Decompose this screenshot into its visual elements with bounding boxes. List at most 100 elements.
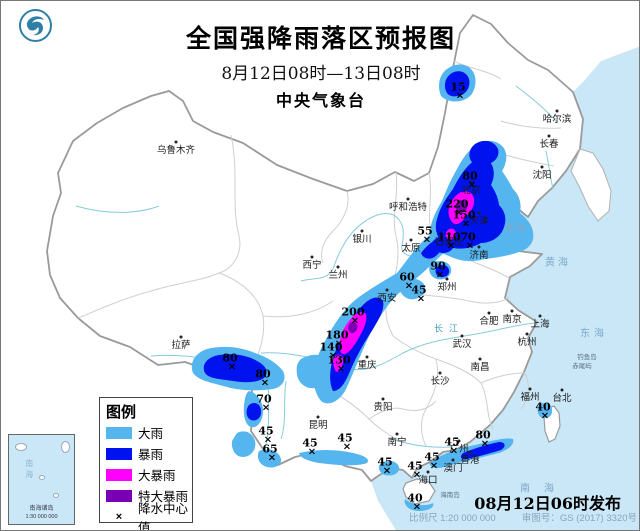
cma-logo	[19, 9, 52, 42]
rain-center-marker-icon: ×	[404, 280, 414, 292]
city-dot	[457, 439, 461, 443]
city-dot	[445, 277, 449, 281]
city-dot	[510, 309, 514, 313]
city-label: 海口	[418, 475, 438, 486]
city-dot	[528, 387, 532, 391]
city-label: 银川	[352, 234, 372, 245]
city-dot	[447, 232, 451, 236]
map-approval-number: 审图号：GS (2017) 3320号	[521, 513, 637, 524]
city-label: 南京	[502, 314, 522, 325]
rain-center-value: 45	[407, 459, 423, 473]
city-label: 天津	[469, 216, 489, 227]
city-label: 长沙	[430, 376, 450, 387]
legend-item-marker: × 降水中心值	[106, 502, 192, 531]
legend-item: 大暴雨	[106, 464, 192, 485]
agency-name: 中央气象台	[275, 93, 366, 110]
legend-swatch	[106, 468, 132, 481]
publish-time: 08月12日06时发布	[474, 494, 621, 513]
city-dot	[477, 245, 481, 249]
rain-center-value: 40	[407, 491, 423, 505]
rain-center-marker-icon: ×	[540, 410, 550, 422]
rain-center-marker-icon: ×	[416, 293, 426, 305]
precip-center-marker-icon: ×	[115, 510, 123, 523]
forecast-period: 8月12日08时—13日08时	[221, 64, 421, 84]
rain-center-value: 80	[255, 367, 271, 381]
rain-center-value: 200	[341, 305, 365, 319]
city-label: 呼和浩特	[388, 202, 428, 213]
city-dot	[438, 371, 442, 375]
rain-center-value: 130	[327, 353, 351, 367]
legend-items: 大雨 暴雨 大暴雨 特大暴雨	[106, 422, 192, 506]
rain-center-marker-icon: ×	[449, 445, 459, 457]
sea-label: 黄海	[545, 257, 571, 269]
legend-item-label: 特大暴雨	[138, 490, 189, 504]
city-dot	[525, 332, 529, 336]
inset-island	[15, 443, 27, 451]
city-dot	[487, 311, 491, 315]
map-meta: 比例尺 1:20 000 000 审图号：GS (2017) 3320号	[409, 510, 637, 524]
rain-center-marker-icon: ×	[429, 460, 439, 472]
city-label: 石家庄	[434, 237, 464, 248]
rain-center-marker-icon: ×	[467, 179, 477, 191]
rain-center-value: 220	[445, 197, 469, 211]
city-label: 西安	[377, 293, 397, 304]
rain-center-marker-icon: ×	[307, 446, 317, 458]
legend-title: 图例	[106, 404, 137, 421]
rain-center-marker-icon: ×	[412, 469, 422, 481]
rain-center-marker-icon: ×	[334, 338, 344, 350]
city-label: 郑州	[437, 282, 457, 293]
rain-center-marker-icon: ×	[461, 218, 471, 230]
city-dot	[538, 314, 542, 318]
rain-center-value: 110	[437, 230, 461, 244]
city-dot	[179, 335, 183, 339]
city-dot	[560, 388, 564, 392]
rain-center-value: 65	[262, 442, 278, 456]
city-label: 南宁	[387, 437, 407, 448]
city-dot	[547, 134, 551, 138]
rain-center-marker-icon: ×	[412, 501, 422, 513]
rain-center-marker-icon: ×	[350, 315, 360, 327]
rain-area-extreme-rainstorm	[348, 199, 468, 334]
rain-center-value: 45	[302, 436, 318, 450]
city-dot	[316, 415, 320, 419]
rain-center-value: 60	[399, 270, 415, 284]
south-china-sea-inset: 南 海 南海诸岛 1:30 000 000	[8, 434, 75, 525]
rain-center-value: 90	[430, 259, 446, 273]
island-label: 海南岛	[440, 492, 460, 499]
city-label: 台北	[552, 393, 572, 404]
inset-island	[53, 493, 59, 498]
city-dot	[360, 229, 364, 233]
rain-center-marker-icon: ×	[435, 269, 445, 281]
island-label: 赤尾屿	[572, 363, 592, 370]
city-label: 澳门	[443, 463, 463, 474]
city-dot	[460, 334, 464, 338]
city-label: 合肥	[479, 316, 499, 327]
city-dot	[478, 357, 482, 361]
city-dot	[406, 197, 410, 201]
city-label: 广州	[449, 444, 469, 455]
city-label: 哈尔滨	[542, 114, 572, 125]
rain-center-value: 80	[222, 351, 238, 365]
city-label: 兰州	[328, 270, 348, 281]
rain-center-value: 45	[411, 283, 427, 297]
city-dot	[451, 458, 455, 462]
rain-center-marker-icon: ×	[454, 207, 464, 219]
rain-center-value: 45	[258, 424, 274, 438]
rain-center-marker-icon: ×	[227, 361, 237, 373]
legend-swatch	[106, 489, 132, 502]
city-label: 拉萨	[171, 340, 191, 351]
rain-center-marker-icon: ×	[342, 441, 352, 453]
rain-center-marker-icon: ×	[260, 377, 270, 389]
city-dot	[477, 211, 481, 215]
rain-center-value: 40	[535, 400, 551, 414]
legend-box: 图例 大雨 暴雨 大暴雨 特大暴雨 × 降水中心值	[99, 397, 193, 530]
city-label: 福州	[520, 392, 540, 403]
legend-item-label: 降水中心值	[138, 501, 189, 531]
rain-center-marker-icon: ×	[336, 363, 346, 375]
city-dot	[174, 140, 178, 144]
city-label: 上海	[530, 319, 550, 330]
rain-center-value: 45	[337, 431, 353, 445]
rain-center-value: 70	[460, 230, 476, 244]
